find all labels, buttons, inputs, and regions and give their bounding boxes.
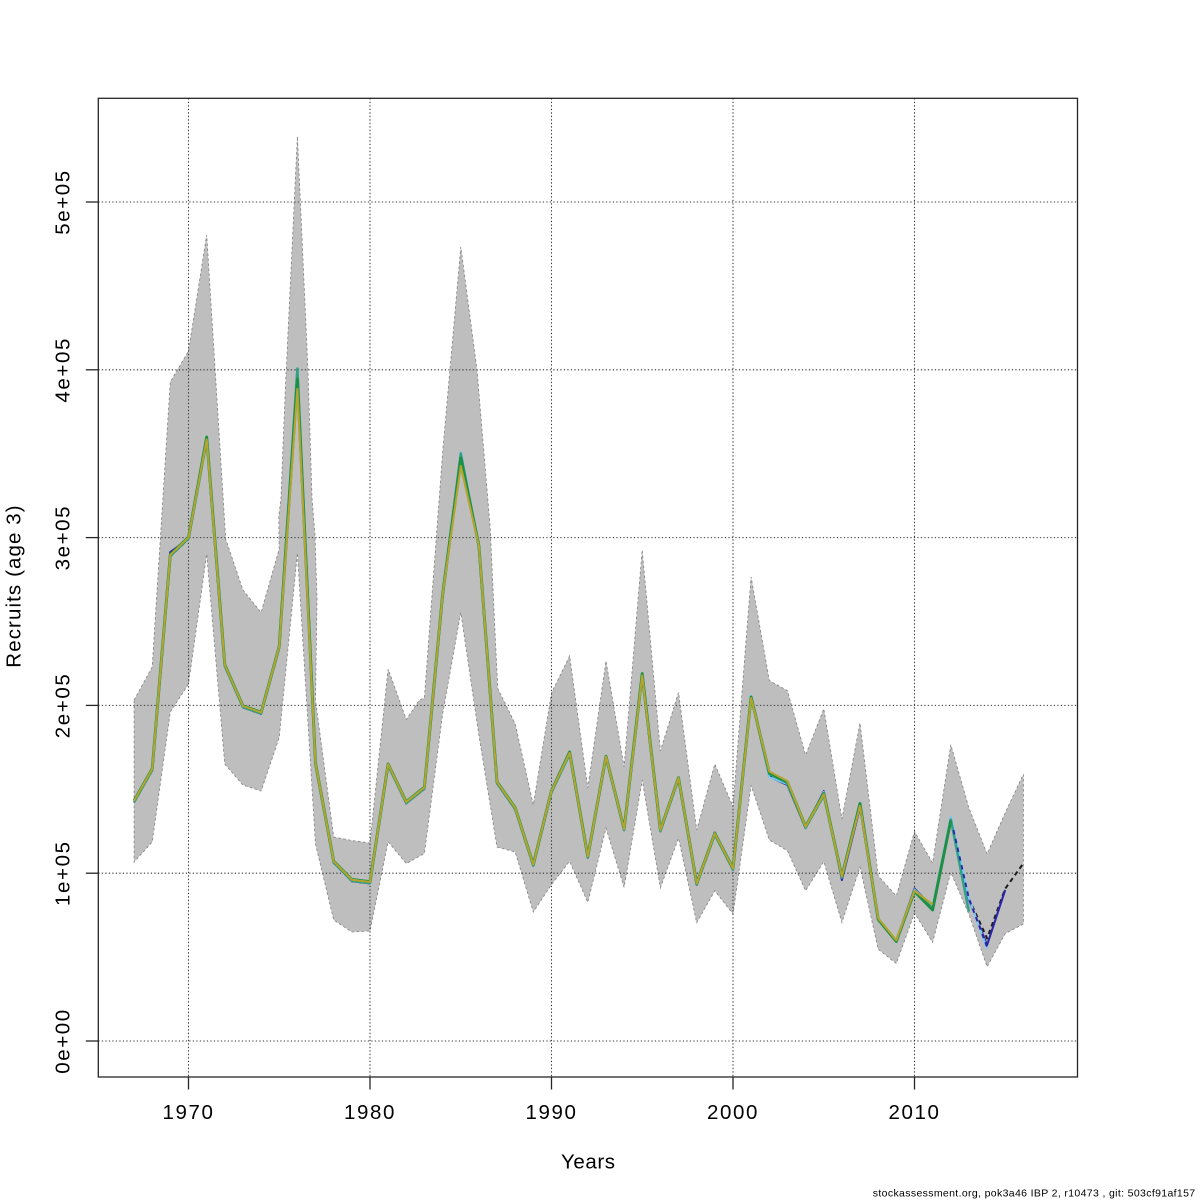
svg-text:1e+05: 1e+05 — [52, 840, 75, 906]
svg-text:Years: Years — [561, 1151, 616, 1174]
svg-text:Recruits (age 3): Recruits (age 3) — [3, 504, 26, 667]
svg-text:2010: 2010 — [888, 1101, 940, 1124]
svg-text:3e+05: 3e+05 — [52, 505, 75, 571]
svg-text:4e+05: 4e+05 — [52, 337, 75, 403]
svg-text:1970: 1970 — [162, 1101, 214, 1124]
svg-text:stockassessment.org, pok3a46 I: stockassessment.org, pok3a46 IBP 2, r104… — [873, 1188, 1196, 1200]
svg-text:2e+05: 2e+05 — [52, 673, 75, 739]
svg-text:5e+05: 5e+05 — [52, 169, 75, 235]
svg-text:1990: 1990 — [525, 1101, 577, 1124]
svg-text:0e+00: 0e+00 — [52, 1008, 75, 1074]
svg-text:2000: 2000 — [707, 1101, 759, 1124]
svg-text:1980: 1980 — [344, 1101, 396, 1124]
